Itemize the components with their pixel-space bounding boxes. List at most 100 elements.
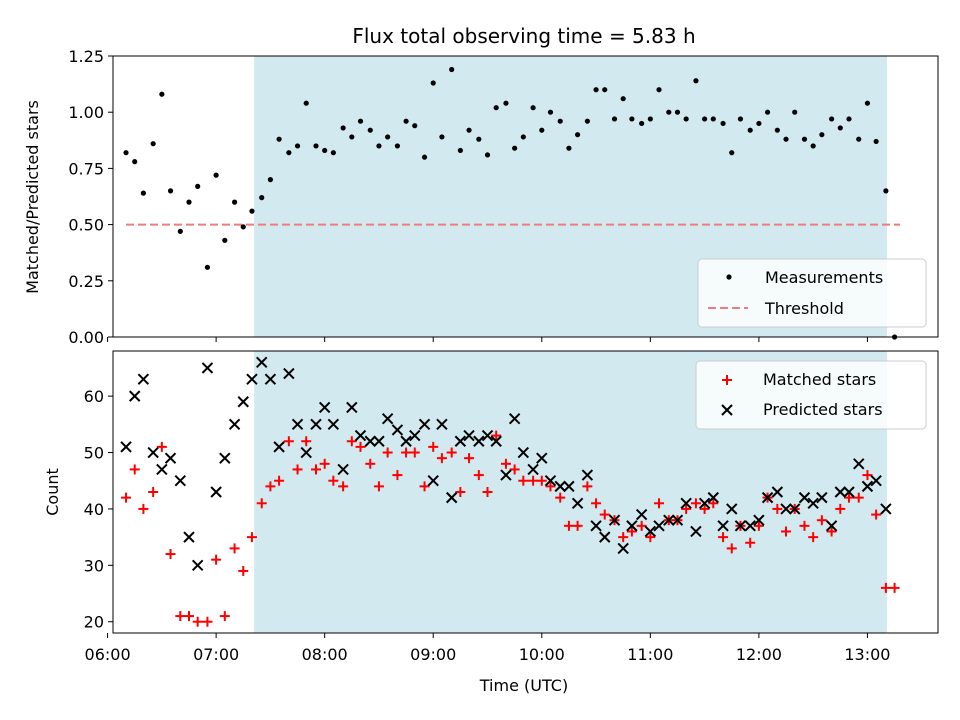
- measurement-point: [873, 138, 879, 145]
- matched-star-point: [681, 503, 692, 514]
- matched-star-point: [392, 470, 403, 481]
- predicted-star-point-b: [164, 452, 177, 464]
- matched-star-point: [853, 492, 864, 503]
- predicted-star-point: [354, 429, 367, 442]
- predicted-star-point: [726, 503, 738, 515]
- predicted-star-point-b: [219, 452, 231, 464]
- measurement-point: [674, 109, 681, 115]
- x-axis-label: Time (UTC): [479, 676, 568, 695]
- predicted-star-point: [698, 497, 711, 509]
- matched-star-point: [509, 464, 520, 475]
- predicted-star-point-b: [427, 475, 439, 487]
- measurement-point: [864, 100, 871, 106]
- matched-star-point: [808, 532, 819, 543]
- predicted-star-point: [409, 429, 421, 442]
- matched-star-point: [373, 481, 384, 492]
- top-panel: Flux total observing time = 5.83 h 0.000…: [23, 24, 939, 347]
- legend-predicted-label: Predicted stars: [763, 400, 883, 419]
- predicted-star-point: [880, 503, 892, 515]
- predicted-star-point: [473, 435, 485, 447]
- predicted-star-point-b: [554, 480, 566, 493]
- matched-star-point: [690, 498, 701, 509]
- matched-star-point: [843, 492, 854, 503]
- predicted-star-point-b: [283, 367, 295, 380]
- predicted-star-point: [500, 469, 512, 481]
- matched-star-point: [772, 503, 783, 514]
- y-tick-label: 20: [84, 613, 104, 632]
- measurement-point: [286, 150, 292, 156]
- top-legend: Measurements Threshold: [697, 258, 927, 328]
- measurement-point: [829, 116, 835, 122]
- predicted-star-point: [527, 463, 539, 476]
- measurement-point: [647, 116, 653, 122]
- measurement-point: [376, 143, 382, 149]
- predicted-star-point-b: [373, 435, 385, 447]
- predicted-star-point-b: [436, 418, 448, 431]
- predicted-star-point: [581, 469, 594, 481]
- measurement-point: [611, 116, 618, 122]
- predicted-star-point-b: [698, 497, 711, 509]
- predicted-star-point: [327, 418, 340, 431]
- predicted-star-point-b: [761, 491, 774, 504]
- predicted-star-point-b: [337, 463, 349, 476]
- matched-star-point: [202, 616, 213, 627]
- matched-star-point: [654, 498, 665, 509]
- legend-x: [721, 404, 733, 416]
- legend-matched-label: Matched stars: [763, 370, 876, 389]
- matched-star-point: [365, 458, 376, 469]
- predicted-star-point: [771, 486, 784, 498]
- predicted-star-point-b: [237, 396, 249, 408]
- measurement-point: [412, 123, 418, 129]
- x-tick-label: 09:00: [410, 645, 456, 664]
- matched-star-point: [889, 582, 900, 593]
- predicted-star-point: [861, 480, 874, 493]
- measurement-point: [737, 116, 744, 122]
- measurement-point: [322, 147, 328, 154]
- predicted-star-point-b: [590, 520, 602, 532]
- predicted-star-point-b: [381, 412, 394, 425]
- predicted-star-point: [663, 514, 675, 526]
- measurement-point: [294, 143, 301, 149]
- top-y-axis-ticks: 0.00 0.25 0.50 0.75 1.00 1.25: [68, 47, 113, 347]
- y-tick-label: 1.25: [68, 47, 104, 66]
- predicted-star-point: [481, 429, 494, 442]
- predicted-star-point-b: [753, 514, 765, 526]
- predicted-star-point-b: [327, 418, 340, 431]
- predicted-star-point: [571, 497, 584, 509]
- measurement-point: [213, 172, 219, 178]
- matched-star-point: [626, 526, 637, 537]
- measurement-point: [313, 143, 319, 149]
- measurement-point: [303, 100, 309, 106]
- predicted-star-point-b: [680, 497, 692, 509]
- measurement-point: [123, 150, 129, 156]
- bottom-legend-box: [695, 360, 927, 430]
- predicted-star-point-b: [870, 475, 882, 487]
- predicted-star-point-b: [563, 480, 575, 493]
- measurement-point: [430, 80, 436, 86]
- matched-star-point: [781, 526, 792, 537]
- measurement-point: [729, 150, 735, 156]
- matched-star-point: [464, 453, 475, 464]
- predicted-star-point-b: [391, 424, 404, 436]
- matched-star-point: [148, 487, 159, 497]
- predicted-star-point-b: [544, 475, 557, 487]
- predicted-star-point-b: [789, 503, 801, 515]
- x-tick-label: 07:00: [193, 645, 239, 664]
- predicted-star-point-b: [137, 373, 150, 385]
- matched-star-point: [319, 458, 330, 469]
- matched-star-point: [835, 503, 846, 514]
- predicted-star-point-b: [644, 525, 657, 538]
- predicted-star-point: [201, 362, 214, 374]
- predicted-star-point: [680, 497, 692, 509]
- matched-star-point: [338, 481, 349, 492]
- predicted-star-point: [283, 367, 295, 380]
- measurement-point: [222, 237, 228, 243]
- legend-plus: [722, 375, 732, 385]
- bottom-plot-frame: [112, 350, 939, 634]
- measurement-point: [330, 150, 336, 156]
- predicted-star-point-b: [527, 463, 539, 476]
- predicted-star-point: [445, 491, 458, 504]
- predicted-star-point: [508, 412, 521, 425]
- predicted-star-point-b: [626, 520, 638, 532]
- matched-star-point: [192, 616, 203, 627]
